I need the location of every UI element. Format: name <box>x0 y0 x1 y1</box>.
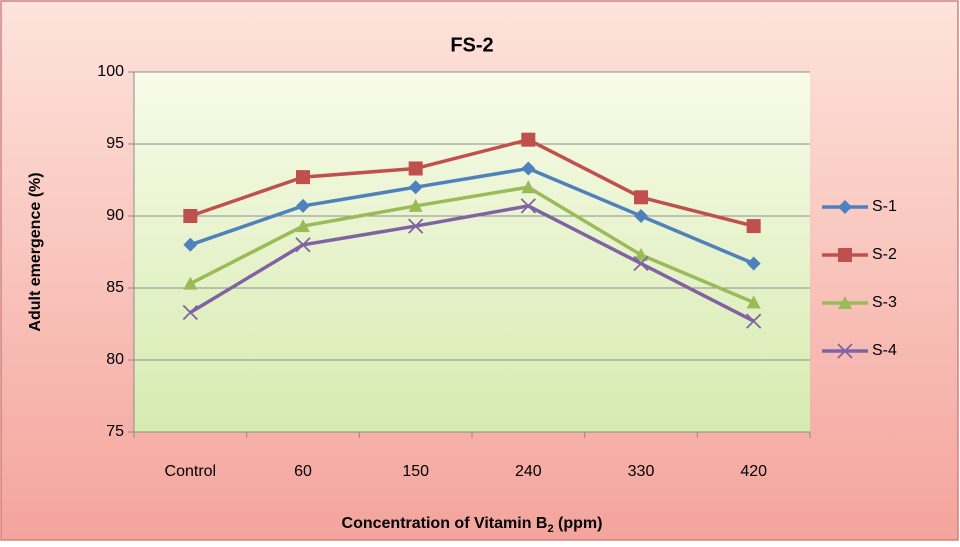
x-tick-label: 150 <box>402 463 429 480</box>
series-line <box>189 185 755 305</box>
legend-label: S-2 <box>872 246 897 263</box>
data-point <box>634 190 648 205</box>
x-axis-label-subscript: 2 <box>547 523 553 535</box>
data-point <box>182 304 198 321</box>
data-point <box>408 198 423 212</box>
plot-area <box>134 72 810 432</box>
data-point <box>521 180 536 194</box>
series-line <box>189 204 755 323</box>
x-axis-label: Concentration of Vitamin B2 (ppm) <box>342 515 603 535</box>
data-point <box>183 237 198 252</box>
legend-label: S-3 <box>872 294 897 311</box>
x-axis-label-suffix: (ppm) <box>554 515 603 532</box>
x-tick-label: 330 <box>628 463 655 480</box>
y-tick-label: 100 <box>97 63 124 80</box>
legend-label: S-1 <box>872 198 897 215</box>
legend-marker <box>838 248 852 262</box>
y-tick-label: 95 <box>106 135 124 152</box>
x-tick-label: 60 <box>294 463 312 480</box>
y-tick-label: 75 <box>106 423 124 440</box>
data-point <box>183 276 198 290</box>
data-point <box>296 198 310 213</box>
y-tick-label: 85 <box>106 279 124 296</box>
data-point <box>408 180 423 195</box>
data-point <box>746 256 761 271</box>
legend-marker <box>838 200 852 214</box>
x-axis-label-text: Concentration of Vitamin B <box>342 515 548 532</box>
data-point <box>296 170 310 185</box>
data-point <box>183 209 198 223</box>
data-point <box>634 247 648 261</box>
data-point <box>521 132 536 147</box>
x-tick-label: Control <box>165 463 217 480</box>
data-point <box>746 295 761 309</box>
data-point <box>295 237 311 253</box>
data-point <box>408 218 424 234</box>
data-point <box>296 219 310 233</box>
y-axis-label: Adult emergence (%) <box>27 172 44 331</box>
data-point <box>520 198 536 214</box>
chart-title: FS-2 <box>450 34 493 56</box>
series-line <box>189 166 755 266</box>
x-tick-label: 420 <box>740 463 767 480</box>
y-tick-label: 80 <box>106 351 124 368</box>
legend-label: S-4 <box>872 342 897 359</box>
data-point <box>521 161 536 176</box>
legend-marker <box>837 343 853 359</box>
data-point <box>634 209 648 223</box>
legend-marker <box>838 296 852 309</box>
data-point <box>633 255 649 272</box>
x-tick-label: 240 <box>515 463 542 480</box>
series-line <box>189 137 755 228</box>
y-tick-label: 90 <box>106 207 124 224</box>
data-point <box>408 161 423 176</box>
data-point <box>746 313 762 329</box>
data-point <box>746 219 761 234</box>
